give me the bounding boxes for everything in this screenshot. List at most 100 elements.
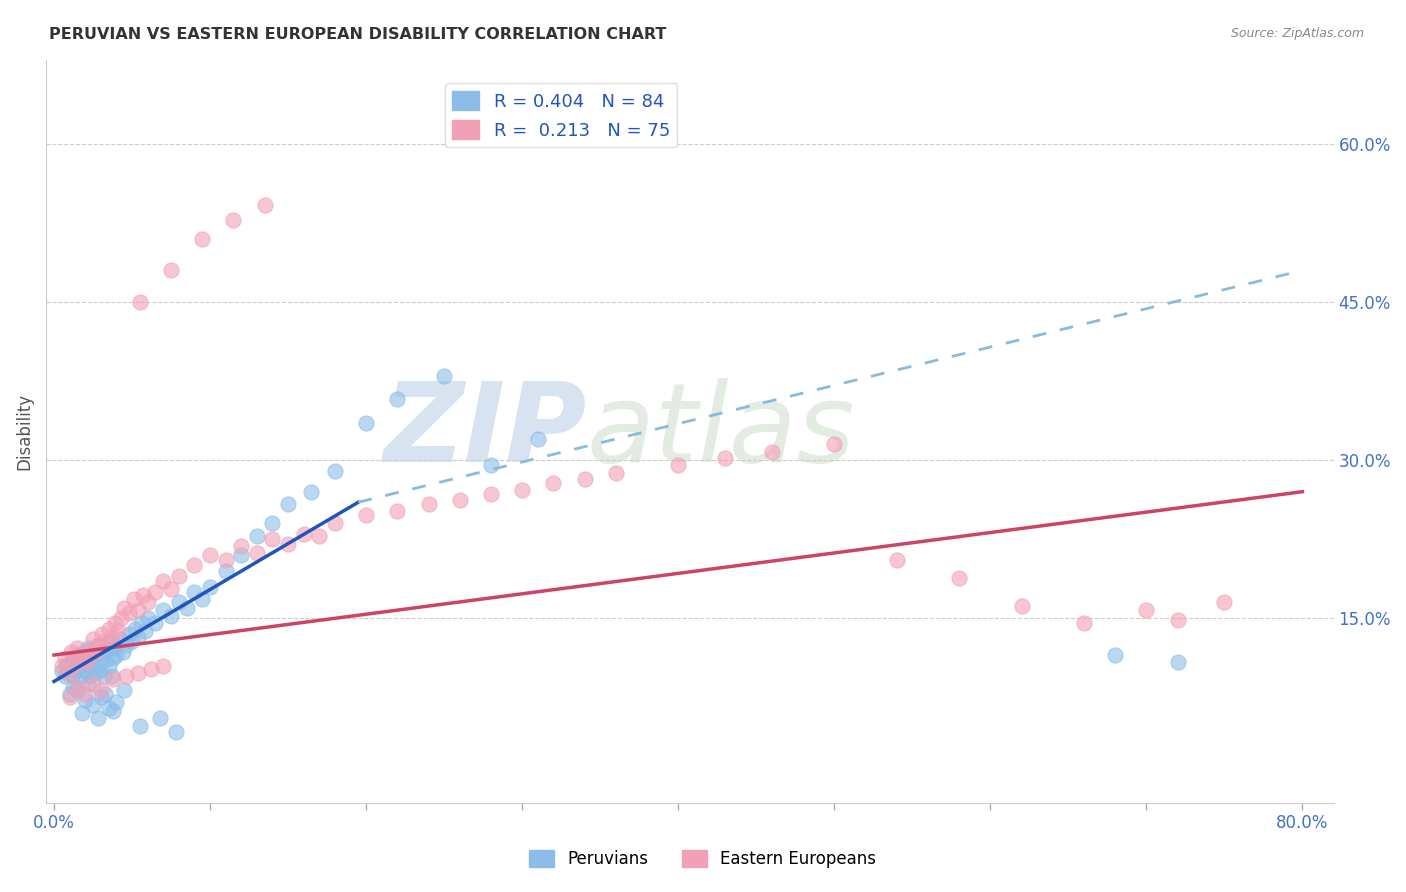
Point [56,665,79,680]
Point [96,642,118,657]
Point [86,711,108,725]
Point [246,529,269,543]
Point [714,450,737,465]
Point [176,600,198,615]
Point [433,368,456,383]
Point [198,580,221,594]
Point [139,662,162,676]
Point [165,725,187,739]
Point [222,212,245,227]
Point [183,584,205,599]
Point [75,687,97,701]
Point [132,588,155,602]
Point [152,603,174,617]
Point [90,690,112,705]
Point [104,640,127,655]
Point [128,719,150,733]
Point [121,634,143,648]
Point [198,548,221,562]
Point [100,630,122,644]
Point [152,658,174,673]
Point [69,669,91,683]
Point [886,553,908,567]
Point [128,295,150,310]
Point [91,645,114,659]
Point [1167,613,1189,627]
Point [60,645,83,659]
Point [75,664,97,678]
Point [948,571,970,585]
Point [191,592,214,607]
Point [82,676,104,690]
Point [292,526,315,541]
Point [127,603,149,617]
Point [66,682,89,697]
Point [103,704,125,718]
Point [82,698,104,712]
Point [69,653,91,667]
Point [66,680,89,694]
Point [105,648,128,662]
Point [110,611,132,625]
Point [90,682,112,697]
Point [160,582,183,596]
Point [308,529,330,543]
Point [90,656,112,670]
Point [98,634,121,648]
Point [191,232,214,246]
Point [167,569,190,583]
Point [97,658,120,673]
Point [59,690,82,705]
Point [80,658,103,673]
Point [387,392,409,406]
Point [75,693,97,707]
Point [53,669,76,683]
Point [72,645,94,659]
Point [354,416,377,430]
Point [160,609,183,624]
Point [103,673,125,687]
Point [449,493,471,508]
Point [108,632,131,647]
Point [93,669,115,683]
Text: ZIP: ZIP [384,377,586,484]
Point [122,592,145,607]
Point [323,516,346,531]
Point [145,616,167,631]
Point [479,458,502,473]
Point [149,711,172,725]
Point [76,656,98,670]
Point [543,476,565,491]
Point [387,503,409,517]
Point [262,516,284,531]
Legend: Peruvians, Eastern Europeans: Peruvians, Eastern Europeans [523,843,883,875]
Point [86,638,108,652]
Point [63,651,86,665]
Point [418,497,440,511]
Point [59,687,82,701]
Point [77,640,100,655]
Point [323,464,346,478]
Point [105,696,128,710]
Point [70,653,93,667]
Point [118,606,141,620]
Point [84,645,107,659]
Point [55,658,77,673]
Point [77,676,100,690]
Text: PERUVIAN VS EASTERN EUROPEAN DISABILITY CORRELATION CHART: PERUVIAN VS EASTERN EUROPEAN DISABILITY … [49,27,666,42]
Point [51,664,73,678]
Point [112,682,135,697]
Point [94,634,117,648]
Point [1011,599,1033,613]
Point [1073,616,1095,631]
Point [60,656,83,670]
Point [112,600,135,615]
Point [131,616,153,631]
Point [246,546,269,560]
Point [97,700,120,714]
Point [152,574,174,589]
Point [56,665,79,680]
Point [823,437,845,451]
Point [167,595,190,609]
Point [94,687,117,701]
